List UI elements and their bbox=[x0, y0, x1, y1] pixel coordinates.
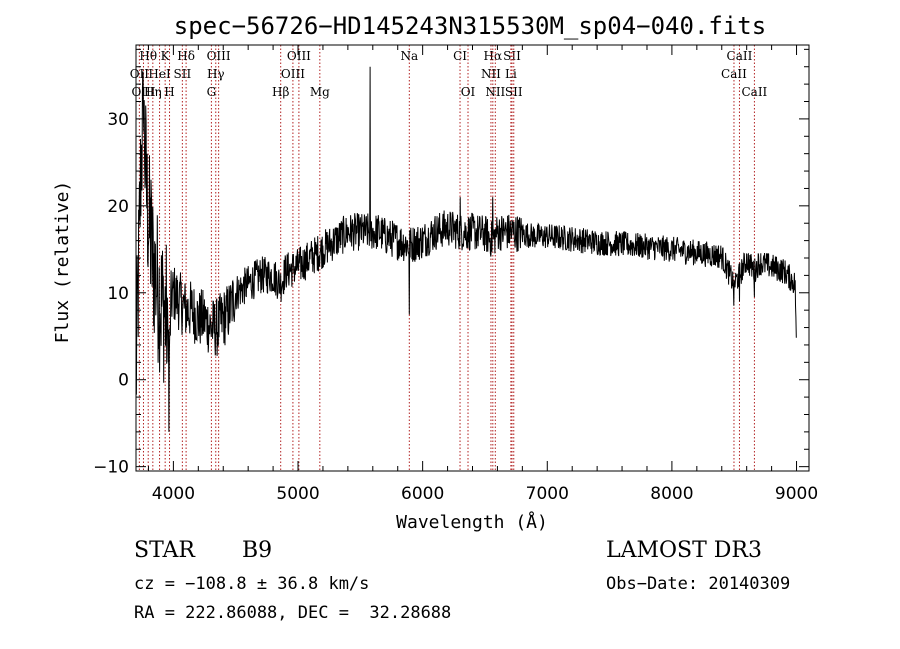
line-marker-label: Li bbox=[505, 67, 517, 81]
x-axis-label: Wavelength (Å) bbox=[396, 511, 548, 533]
line-marker-label: CaII bbox=[721, 67, 747, 81]
line-marker-label: NII bbox=[485, 85, 505, 99]
line-marker-label: OIII bbox=[281, 67, 305, 81]
line-marker-label: NII bbox=[481, 67, 501, 81]
line-marker-label: OII bbox=[130, 67, 150, 81]
line-marker-label: Hδ bbox=[177, 49, 195, 63]
line-marker-label: Mg bbox=[310, 85, 330, 99]
line-marker-label: Hβ bbox=[272, 85, 289, 99]
x-tick-label: 4000 bbox=[152, 484, 195, 504]
line-marker-label: SII bbox=[503, 49, 521, 63]
line-marker-label: Hη bbox=[144, 85, 162, 99]
y-tick-label: 10 bbox=[107, 284, 129, 304]
observation-date: Obs−Date: 20140309 bbox=[606, 574, 791, 594]
spectrum-series bbox=[135, 66, 797, 432]
line-marker-label: H bbox=[164, 85, 174, 99]
y-axis: −10 0 10 20 30 bbox=[93, 48, 809, 478]
x-tick-label: 6000 bbox=[401, 484, 444, 504]
x-tick-label: 8000 bbox=[650, 484, 693, 504]
line-marker-label: Hθ bbox=[139, 49, 157, 63]
x-axis: 4000 5000 6000 7000 8000 9000 bbox=[147, 45, 818, 504]
x-tick-label: 5000 bbox=[276, 484, 319, 504]
x-tick-label: 9000 bbox=[775, 484, 818, 504]
redshift-cz: cz = −108.8 ± 36.8 km/s bbox=[134, 574, 370, 594]
line-marker-label: Na bbox=[400, 49, 418, 63]
line-marker-label: K bbox=[161, 49, 171, 63]
y-tick-label: 20 bbox=[107, 197, 129, 217]
y-tick-label: 0 bbox=[118, 371, 129, 391]
survey-name: LAMOST DR3 bbox=[606, 538, 762, 563]
spectrum-line bbox=[135, 66, 797, 432]
object-subclass: B9 bbox=[242, 538, 273, 563]
line-marker-label: SII bbox=[174, 67, 192, 81]
line-marker-label: OI bbox=[461, 85, 476, 99]
line-marker-label: OIII bbox=[207, 49, 231, 63]
line-marker-label: Hα bbox=[484, 49, 503, 63]
y-tick-label: −10 bbox=[93, 458, 129, 478]
line-marker-label: G bbox=[207, 85, 217, 99]
y-tick-label: 30 bbox=[107, 110, 129, 130]
line-marker-label: SII bbox=[505, 85, 523, 99]
line-marker-label: Hγ bbox=[207, 67, 225, 81]
line-marker-label: CaII bbox=[741, 85, 767, 99]
line-marker-label: CaII bbox=[727, 49, 753, 63]
spectrum-chart: spec−56726−HD145243N315530M_sp04−040.fit… bbox=[52, 12, 818, 533]
line-marker-label: HeI bbox=[148, 67, 171, 81]
x-tick-label: 7000 bbox=[526, 484, 569, 504]
line-marker-label: CI bbox=[453, 49, 467, 63]
chart-title: spec−56726−HD145243N315530M_sp04−040.fit… bbox=[174, 12, 766, 40]
ra-dec-coordinates: RA = 222.86088, DEC = 32.28688 bbox=[134, 603, 452, 623]
line-marker-label: OIII bbox=[287, 49, 311, 63]
y-axis-label: Flux (relative) bbox=[52, 181, 73, 344]
object-class: STAR bbox=[134, 538, 195, 563]
